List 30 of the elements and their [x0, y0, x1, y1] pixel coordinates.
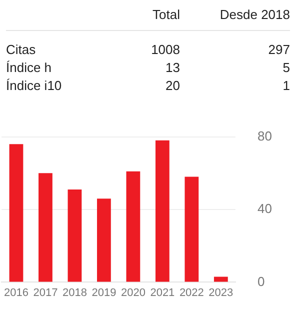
bar: [126, 171, 140, 282]
text: 13: [164, 59, 180, 77]
x-tick-label: 2016: [4, 286, 28, 299]
y-tick-label: 80: [258, 128, 272, 144]
x-tick-label: 2019: [92, 286, 116, 299]
text: Desde 2018: [218, 6, 290, 24]
bar: [38, 173, 52, 282]
bar: [9, 144, 24, 282]
text: Citas: [6, 41, 37, 59]
x-tick-label: 2018: [62, 286, 87, 299]
x-tick-label: 2020: [120, 286, 146, 299]
bar: [184, 176, 199, 282]
bar: [214, 276, 228, 282]
text: 20: [164, 77, 180, 95]
y-tick-label: 40: [258, 201, 272, 216]
bar: [97, 198, 111, 282]
text: 1: [282, 77, 290, 95]
x-tick-label: 2017: [33, 286, 58, 299]
text: Total: [152, 6, 180, 24]
bar: [155, 140, 170, 282]
text: Índice h: [6, 59, 53, 77]
text: 5: [282, 59, 290, 77]
x-tick-label: 2023: [208, 286, 234, 299]
bar: [68, 190, 82, 282]
text: 1008: [150, 41, 180, 59]
x-tick-label: 2021: [150, 286, 175, 299]
text: Índice i10: [6, 77, 63, 95]
text: 297: [267, 41, 290, 59]
x-tick-label: 2022: [179, 286, 204, 299]
y-tick-label: 0: [258, 274, 265, 289]
